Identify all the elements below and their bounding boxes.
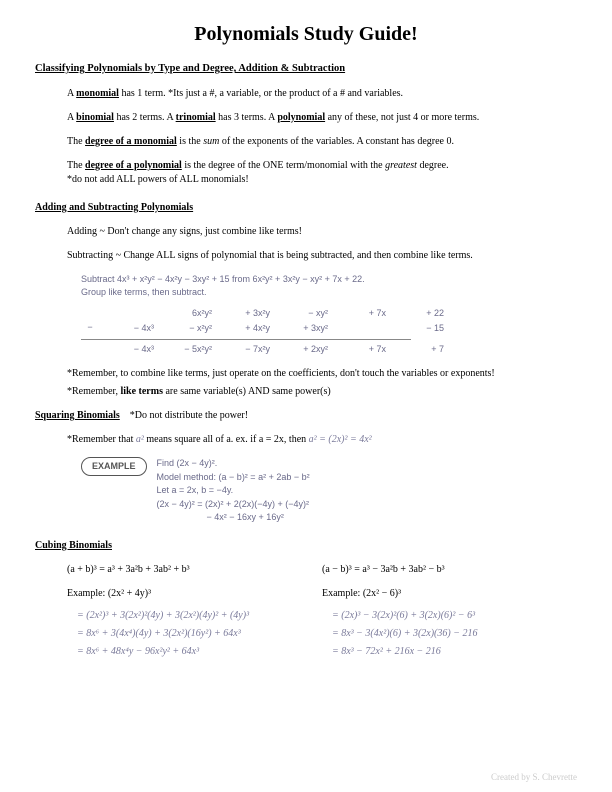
text: has 1 term. *Its just a #, a variable, o… <box>119 88 403 99</box>
text: *Remember, <box>67 386 120 397</box>
math-line: = (2x²)³ + 3(2x²)²(4y) + 3(2x²)(4y)² + (… <box>77 607 322 625</box>
cell: − 4x³ <box>99 342 157 358</box>
term-trinomial: trinomial <box>176 112 216 123</box>
cell: − 7x²y <box>215 342 273 358</box>
cell: − x²y² <box>157 321 215 337</box>
divider-line <box>81 339 411 340</box>
math-line: = 8x³ − 72x² + 216x − 216 <box>332 643 577 661</box>
text: The <box>67 136 85 147</box>
text: are same variable(s) AND same power(s) <box>163 386 331 397</box>
cubing-columns: (a + b)³ = a³ + 3a²b + 3ab² + b³ Example… <box>67 563 577 661</box>
heading-note: *Do not distribute the power! <box>120 410 248 421</box>
term-degree-polynomial: degree of a polynomial <box>85 160 182 171</box>
cell: − 5x²y² <box>157 342 215 358</box>
cell: + 22 <box>389 306 447 322</box>
subtract-example-box: Subtract 4x³ + x²y² − 4x²y − 3xy² + 15 f… <box>81 273 577 358</box>
text-italic: greatest <box>385 160 417 171</box>
page-content: Polynomials Study Guide! Classifying Pol… <box>0 0 612 671</box>
s2-p2: Subtracting ~ Change ALL signs of polyno… <box>67 249 577 263</box>
term-polynomial: polynomial <box>277 112 325 123</box>
text: means square all of a. ex. if a = 2x, th… <box>144 434 309 445</box>
section3-heading: Squaring Binomials <box>35 410 120 421</box>
example-label-right: Example: (2x² − 6)³ <box>322 587 577 601</box>
example-text: Find (2x − 4y)². Model method: (a − b)² … <box>157 457 310 525</box>
example-line: − 4x² − 16xy + 16y² <box>157 511 310 525</box>
term-monomial: monomial <box>76 88 119 99</box>
text-bold: like terms <box>120 386 163 397</box>
math-line: = 8x³ − 3(4x²)(6) + 3(2x)(36) − 216 <box>332 625 577 643</box>
math-line: = (2x)³ − 3(2x)²(6) + 3(2x)(6)² − 6³ <box>332 607 577 625</box>
text: any of these, not just 4 or more terms. <box>325 112 479 123</box>
cell: + 3x²y <box>215 306 273 322</box>
text: The <box>67 160 85 171</box>
section1-heading: Classifying Polynomials by Type and Degr… <box>35 62 577 77</box>
example-line: Model method: (a − b)² = a² + 2ab − b² <box>157 471 310 485</box>
s1-p3: The degree of a monomial is the sum of t… <box>67 135 577 149</box>
minus-sign: − <box>81 321 99 337</box>
formula-left: (a + b)³ = a³ + 3a²b + 3ab² + b³ <box>67 563 322 577</box>
term-binomial: binomial <box>76 112 114 123</box>
section4-heading: Cubing Binomials <box>35 539 577 553</box>
cell: + 3xy² <box>273 321 331 337</box>
text: has 3 terms. A <box>216 112 278 123</box>
term-degree-monomial: degree of a monomial <box>85 136 177 147</box>
example-line: Let a = 2x, b = −4y. <box>157 484 310 498</box>
text-note: *do not add ALL powers of ALL monomials! <box>67 174 249 185</box>
text: is the <box>177 136 203 147</box>
cell: + 2xy² <box>273 342 331 358</box>
minus-col <box>81 306 99 322</box>
squaring-example: EXAMPLE Find (2x − 4y)². Model method: (… <box>81 457 577 525</box>
example-line: Subtract 4x³ + x²y² − 4x²y − 3xy² + 15 f… <box>81 273 577 287</box>
example-label-left: Example: (2x² + 4y)³ <box>67 587 322 601</box>
s1-p2: A binomial has 2 terms. A trinomial has … <box>67 111 577 125</box>
math-work-right: = (2x)³ − 3(2x)²(6) + 3(2x)(6)² − 6³ = 8… <box>332 607 577 661</box>
cell: − xy² <box>273 306 331 322</box>
math-line: = 8x⁶ + 3(4x⁴)(4y) + 3(2x²)(16y²) + 64x³ <box>77 625 322 643</box>
cell: − 15 <box>389 321 447 337</box>
s1-p1: A monomial has 1 term. *Its just a #, a … <box>67 87 577 101</box>
section3-heading-row: Squaring Binomials *Do not distribute th… <box>35 409 577 423</box>
math-work-left: = (2x²)³ + 3(2x²)²(4y) + 3(2x²)(4y)² + (… <box>77 607 322 661</box>
minus-col <box>81 342 99 358</box>
s2-note2: *Remember, like terms are same variable(… <box>67 385 577 399</box>
example-line: Find (2x − 4y)². <box>157 457 310 471</box>
section2-heading: Adding and Subtracting Polynomials <box>35 201 577 215</box>
example-badge: EXAMPLE <box>81 457 147 476</box>
text: *Remember that <box>67 434 136 445</box>
text-italic: sum <box>203 136 219 147</box>
cell <box>331 321 389 337</box>
cell: + 4x²y <box>215 321 273 337</box>
math-line: = 8x⁶ + 48x⁴y − 96x²y² + 64x³ <box>77 643 322 661</box>
cell <box>99 306 157 322</box>
left-column: (a + b)³ = a³ + 3a²b + 3ab² + b³ Example… <box>67 563 322 661</box>
s2-p1: Adding ~ Don't change any signs, just co… <box>67 225 577 239</box>
math-italic: a² = (2x)² = 4x² <box>309 434 372 445</box>
table-row: 6x²y² + 3x²y − xy² + 7x + 22 <box>81 306 577 322</box>
example-line: (2x − 4y)² = (2x)² + 2(2x)(−4y) + (−4y)² <box>157 498 310 512</box>
right-column: (a − b)³ = a³ − 3a²b + 3ab² − b³ Example… <box>322 563 577 661</box>
table-row: − 4x³ − 5x²y² − 7x²y + 2xy² + 7x + 7 <box>81 342 577 358</box>
text: A <box>67 88 76 99</box>
footer-credit: Created by S. Chevrette <box>491 772 577 782</box>
formula-right: (a − b)³ = a³ − 3a²b + 3ab² − b³ <box>322 563 577 577</box>
s1-p4: The degree of a polynomial is the degree… <box>67 159 577 187</box>
cell: + 7x <box>331 342 389 358</box>
text: of the exponents of the variables. A con… <box>219 136 454 147</box>
example-line: Group like terms, then subtract. <box>81 286 577 300</box>
s3-p1: *Remember that a² means square all of a.… <box>67 433 577 447</box>
cell: − 4x³ <box>99 321 157 337</box>
cell: + 7x <box>331 306 389 322</box>
text: has 2 terms. A <box>114 112 176 123</box>
table-row: − − 4x³ − x²y² + 4x²y + 3xy² − 15 <box>81 321 577 337</box>
subtract-table: 6x²y² + 3x²y − xy² + 7x + 22 − − 4x³ − x… <box>81 306 577 358</box>
text: degree. <box>417 160 449 171</box>
text: A <box>67 112 76 123</box>
cell: 6x²y² <box>157 306 215 322</box>
cell: + 7 <box>389 342 447 358</box>
s2-note1: *Remember, to combine like terms, just o… <box>67 367 577 381</box>
text: is the degree of the ONE term/monomial w… <box>182 160 385 171</box>
page-title: Polynomials Study Guide! <box>35 20 577 48</box>
math-italic: a² <box>136 434 144 445</box>
